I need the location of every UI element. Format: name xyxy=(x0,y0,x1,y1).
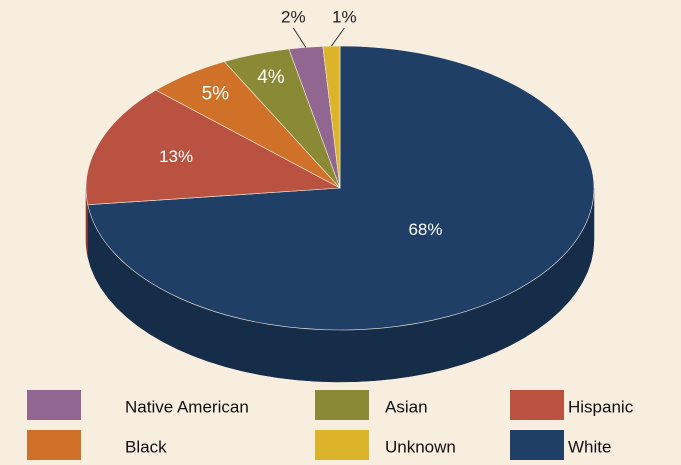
legend-swatch xyxy=(315,430,369,460)
slice xyxy=(87,45,595,331)
data-label: 5% xyxy=(202,84,230,105)
leader-line xyxy=(331,27,345,47)
data-label: 4% xyxy=(257,67,285,88)
legend-label: Native American xyxy=(125,397,249,416)
leader-line xyxy=(292,27,307,48)
legend-swatch xyxy=(510,430,564,460)
data-label: 68% xyxy=(408,220,442,239)
legend-label: Unknown xyxy=(385,437,456,456)
legend-swatch xyxy=(27,390,81,420)
legend-label: White xyxy=(568,437,611,456)
legend-label: Hispanic xyxy=(568,397,634,416)
legend-swatch xyxy=(27,430,81,460)
legend-swatch xyxy=(315,390,369,420)
data-label: 1% xyxy=(332,7,357,26)
data-label: 13% xyxy=(159,147,193,166)
legend-label: Asian xyxy=(385,397,428,416)
data-label: 2% xyxy=(281,7,306,26)
slice xyxy=(85,89,342,206)
legend-swatch xyxy=(510,390,564,420)
legend-label: Black xyxy=(125,437,167,456)
